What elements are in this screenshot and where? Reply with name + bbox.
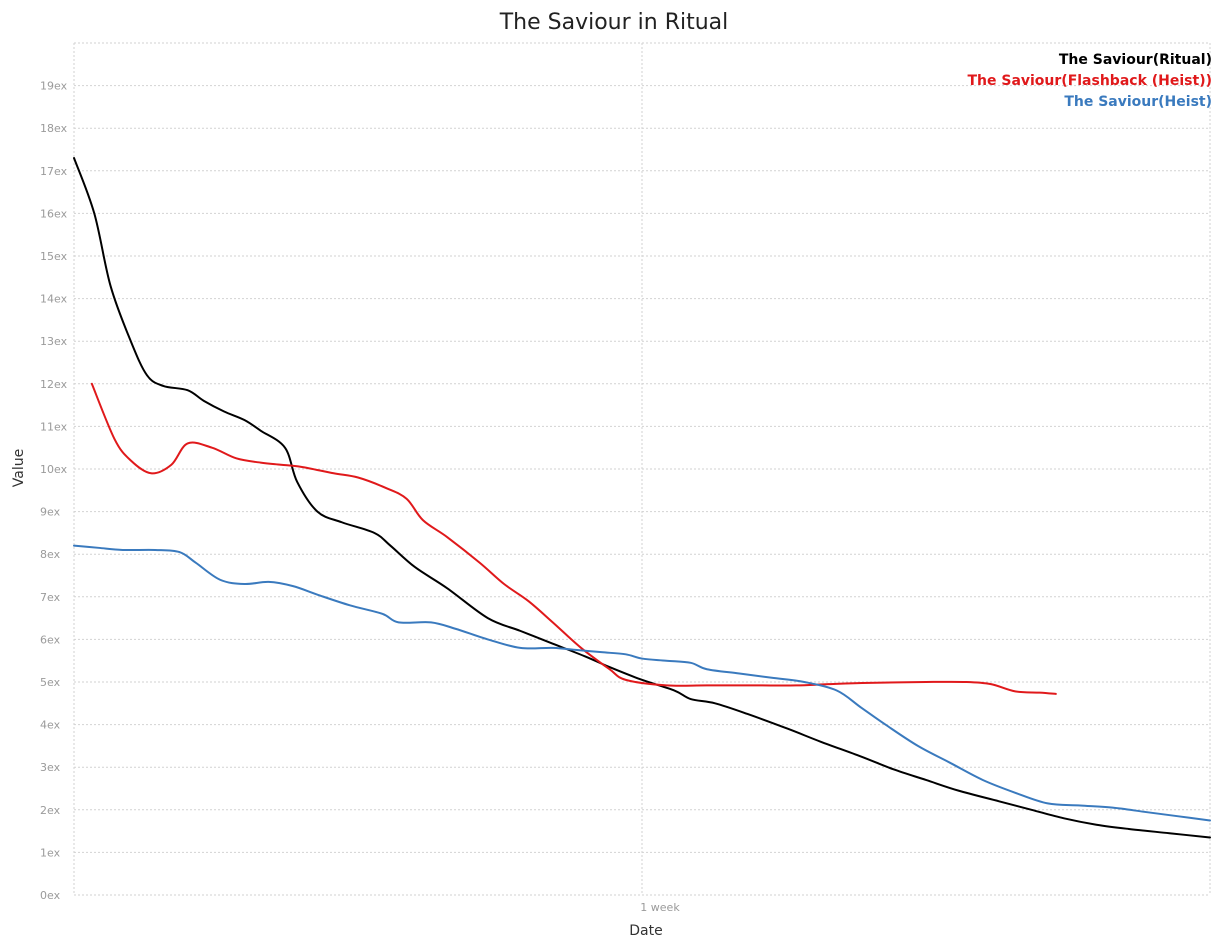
y-tick-label: 2ex xyxy=(40,804,61,817)
y-tick-label: 1ex xyxy=(40,846,61,859)
y-tick-label: 0ex xyxy=(40,889,61,902)
y-tick-label: 16ex xyxy=(40,207,68,220)
series-line-2 xyxy=(73,544,1211,822)
legend-entry: The Saviour(Ritual) xyxy=(1059,52,1212,68)
legend-entry: The Saviour(Heist) xyxy=(1064,94,1212,110)
chart-title: The Saviour in Ritual xyxy=(499,10,729,35)
y-tick-label: 15ex xyxy=(40,250,68,263)
y-tick-label: 9ex xyxy=(40,506,61,519)
y-axis-label: Value xyxy=(11,449,27,487)
series-line-1 xyxy=(90,382,1057,695)
legend: The Saviour(Ritual) The Saviour(Flashback… xyxy=(967,52,1212,110)
series-line-0 xyxy=(73,157,1211,839)
y-tick-label: 19ex xyxy=(40,80,68,93)
legend-entry: The Saviour(Flashback (Heist)) xyxy=(967,73,1212,89)
y-tick-label: 7ex xyxy=(40,591,61,604)
y-tick-label: 14ex xyxy=(40,293,68,306)
y-tick-label: 12ex xyxy=(40,378,68,391)
y-tick-label: 17ex xyxy=(40,165,68,178)
y-tick-label: 4ex xyxy=(40,719,61,732)
y-tick-label: 13ex xyxy=(40,335,68,348)
series-lines xyxy=(73,157,1211,839)
x-axis-ticks: 1 week xyxy=(640,901,680,914)
y-tick-label: 6ex xyxy=(40,633,61,646)
y-tick-label: 18ex xyxy=(40,122,68,135)
x-axis-label: Date xyxy=(629,923,662,939)
y-tick-label: 11ex xyxy=(40,420,68,433)
y-tick-label: 5ex xyxy=(40,676,61,689)
y-tick-label: 3ex xyxy=(40,761,61,774)
x-tick-label: 1 week xyxy=(640,901,680,914)
gridlines xyxy=(73,42,1211,896)
y-axis-ticks: 0ex 1ex 2ex 3ex 4ex 5ex 6ex 7ex 8ex 9ex 10ex 11ex 12… xyxy=(40,80,68,902)
y-tick-label: 8ex xyxy=(40,548,61,561)
y-tick-label: 10ex xyxy=(40,463,68,476)
